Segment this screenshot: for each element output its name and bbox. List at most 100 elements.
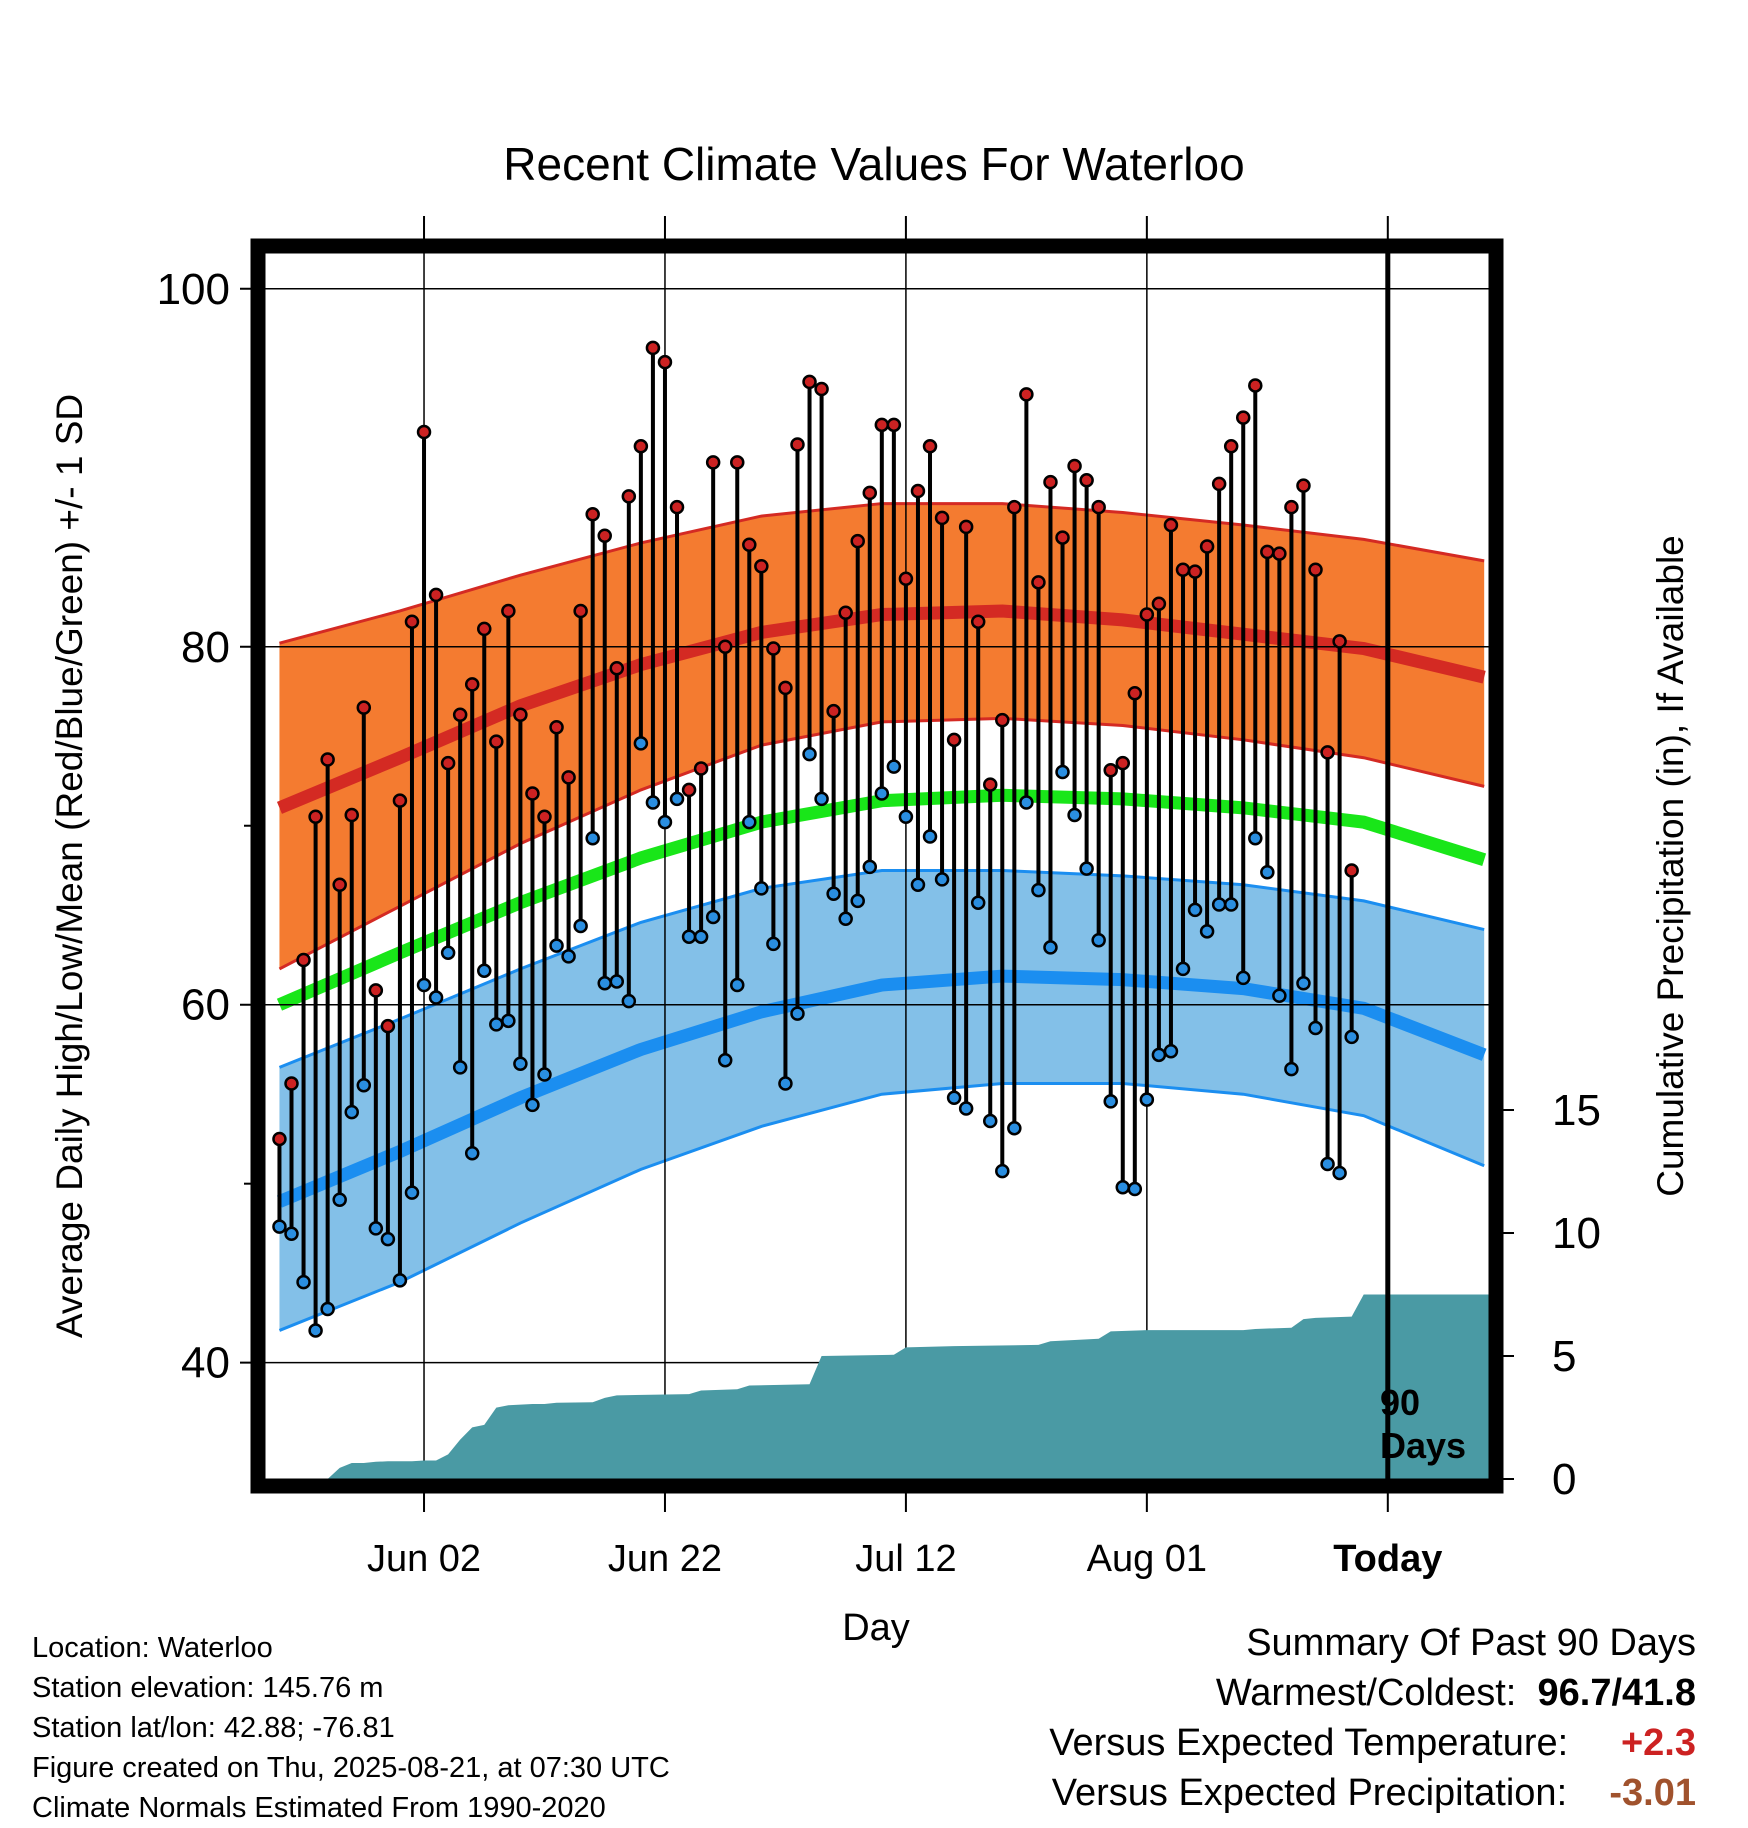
daily-low-point	[826, 886, 841, 901]
y2-tick-label: 0	[1552, 1455, 1576, 1504]
summary-slash: /	[1611, 1672, 1623, 1714]
daily-high-point	[1031, 575, 1046, 590]
daily-low-point	[585, 831, 600, 846]
daily-high-point	[356, 700, 372, 715]
summary-precip-row: Versus Expected Precipitation: -3.01	[1052, 1772, 1696, 1815]
daily-high-point	[272, 1131, 287, 1147]
daily-low-point	[1043, 940, 1058, 955]
daily-high-point	[501, 603, 516, 619]
daily-low-point	[898, 809, 914, 825]
daily-high-point	[1223, 439, 1239, 454]
info-elevation: Station elevation: 145.76 m	[32, 1672, 384, 1704]
daily-high-point	[1199, 539, 1215, 554]
daily-low-point	[344, 1104, 359, 1120]
daily-low-point	[404, 1185, 420, 1200]
info-created: Figure created on Thu, 2025-08-21, at 07…	[32, 1752, 670, 1784]
daily-low-point	[1235, 970, 1251, 986]
x-axis-label: Day	[842, 1607, 910, 1649]
daily-high-point	[826, 703, 841, 719]
daily-low-point	[1308, 1020, 1323, 1036]
daily-high-point	[1211, 476, 1227, 492]
daily-low-point	[525, 1097, 540, 1113]
daily-low-point	[513, 1056, 528, 1072]
daily-high-point	[1272, 546, 1287, 561]
daily-high-point	[1296, 478, 1311, 493]
precipitation-area	[327, 1294, 1490, 1479]
summary-precip-value: -3.01	[1609, 1772, 1696, 1814]
x-tick-label: Jun 22	[608, 1538, 722, 1580]
daily-low-point	[730, 977, 745, 993]
daily-high-point	[669, 499, 685, 515]
daily-low-point	[380, 1231, 396, 1247]
summary-precip-label: Versus Expected Precipitation:	[1051, 1772, 1568, 1814]
daily-low-point	[633, 736, 649, 751]
daily-low-point	[1284, 1061, 1299, 1077]
daily-low-point	[1103, 1094, 1118, 1109]
daily-high-point	[1079, 473, 1094, 488]
daily-high-point	[368, 983, 384, 998]
daily-low-point	[754, 881, 769, 896]
daily-low-point	[561, 949, 576, 964]
daily-low-point	[717, 1052, 733, 1068]
daily-high-point	[573, 603, 588, 619]
daily-low-point	[1248, 831, 1263, 846]
x-tick-label: Aug 01	[1087, 1538, 1207, 1580]
daily-low-point	[910, 877, 926, 893]
daily-high-point	[464, 677, 480, 692]
daily-low-point	[1344, 1029, 1359, 1045]
y2-tick-label: 15	[1552, 1086, 1601, 1135]
daily-high-point	[1284, 499, 1299, 515]
daily-low-point	[886, 759, 902, 774]
daily-high-point	[1175, 562, 1191, 578]
daily-low-point	[464, 1146, 480, 1161]
daily-high-point	[284, 1076, 299, 1091]
daily-high-point	[754, 558, 769, 574]
daily-high-point	[693, 761, 709, 776]
daily-low-point	[970, 895, 986, 910]
daily-low-point	[573, 918, 588, 934]
daily-high-point	[1151, 596, 1167, 612]
daily-high-point	[489, 734, 504, 749]
summary-coldest-value: 41.8	[1622, 1672, 1696, 1714]
daily-high-point	[392, 793, 408, 808]
daily-high-point	[657, 354, 673, 370]
daily-high-point	[1344, 863, 1359, 878]
daily-low-point	[356, 1077, 372, 1093]
daily-high-point	[549, 720, 564, 735]
y-tick-label: 80	[181, 623, 230, 672]
daily-high-point	[958, 519, 974, 535]
daily-high-point	[477, 621, 492, 637]
daily-high-point	[946, 732, 962, 748]
daily-low-point	[1296, 975, 1311, 991]
daily-low-point	[416, 977, 432, 993]
daily-high-point	[1067, 458, 1082, 474]
daily-low-point	[284, 1226, 299, 1242]
daily-low-point	[272, 1219, 287, 1234]
daily-low-point	[874, 786, 890, 801]
daily-low-point	[440, 945, 456, 961]
cumulative-precip-area	[327, 1294, 1490, 1479]
daily-high-point	[633, 439, 649, 454]
daily-low-point	[1079, 861, 1094, 876]
daily-low-point	[1019, 795, 1034, 810]
daily-low-point	[621, 993, 637, 1009]
daily-high-point	[1260, 544, 1275, 560]
daily-low-point	[1151, 1047, 1167, 1063]
daily-low-point	[1211, 897, 1227, 912]
daily-high-point	[778, 680, 793, 696]
daily-high-point	[1019, 387, 1034, 402]
daily-low-point	[1163, 1043, 1179, 1059]
daily-low-point	[1223, 897, 1239, 912]
daily-low-point	[308, 1323, 323, 1338]
days-label-90: 90	[1380, 1382, 1420, 1423]
daily-high-point	[1332, 634, 1347, 649]
daily-high-point	[1163, 517, 1179, 533]
y-tick-label: 100	[157, 265, 230, 314]
daily-high-point	[742, 537, 757, 552]
daily-low-point	[549, 938, 564, 953]
daily-high-point	[995, 712, 1010, 728]
low-band-lower-edge	[278, 1081, 1485, 1332]
daily-low-point	[452, 1060, 468, 1075]
plot-frame	[250, 238, 1504, 1494]
x-tick-label: Today	[1333, 1538, 1442, 1580]
